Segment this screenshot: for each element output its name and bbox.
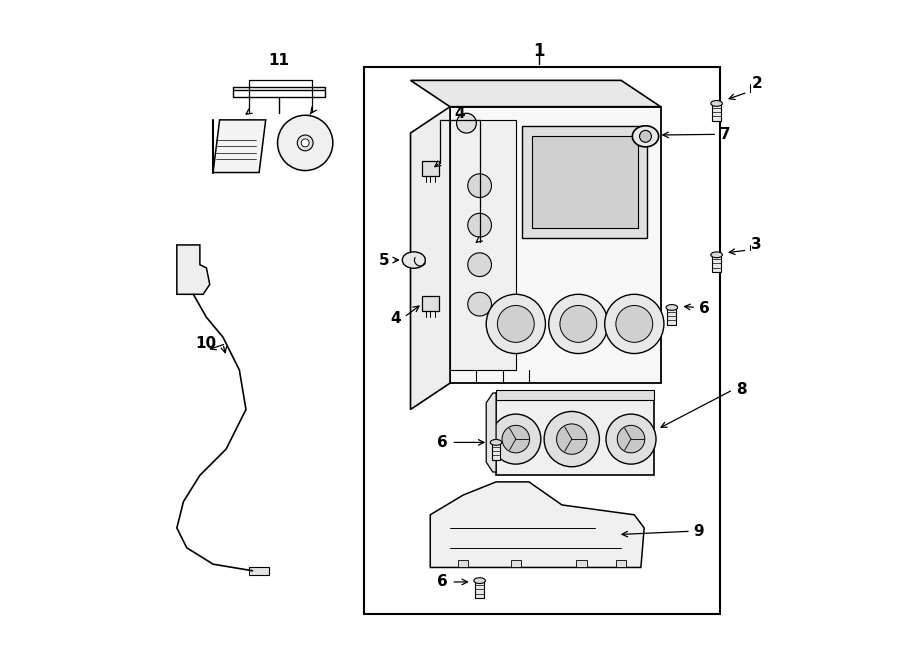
Bar (475, 580, 484, 598)
Circle shape (560, 305, 597, 342)
Text: 1: 1 (533, 42, 544, 59)
Circle shape (302, 139, 309, 147)
Polygon shape (450, 106, 661, 383)
Ellipse shape (711, 100, 723, 106)
Bar (422, 296, 439, 311)
Circle shape (502, 425, 529, 453)
Bar (364, 67, 720, 613)
Circle shape (549, 294, 608, 354)
Text: 8: 8 (736, 382, 747, 397)
Circle shape (544, 411, 599, 467)
Circle shape (491, 414, 541, 464)
Text: 4: 4 (454, 106, 465, 121)
Ellipse shape (640, 130, 652, 142)
Polygon shape (176, 245, 210, 294)
Bar (233, 91, 325, 97)
Bar (496, 393, 654, 475)
Circle shape (617, 425, 644, 453)
Text: 5: 5 (379, 253, 390, 268)
Bar (422, 161, 439, 176)
Text: 4: 4 (390, 311, 400, 326)
Bar (616, 560, 626, 567)
Polygon shape (410, 106, 450, 409)
Text: 3: 3 (752, 237, 762, 253)
Polygon shape (410, 81, 661, 106)
Circle shape (277, 115, 333, 171)
Bar (458, 560, 468, 567)
Text: 6: 6 (437, 574, 448, 590)
Circle shape (468, 292, 491, 316)
Text: 7: 7 (720, 127, 731, 142)
Polygon shape (486, 393, 496, 472)
Polygon shape (430, 482, 644, 567)
Text: 11: 11 (268, 53, 290, 68)
Polygon shape (213, 120, 266, 173)
Bar (668, 307, 676, 325)
Circle shape (498, 305, 535, 342)
Circle shape (456, 113, 476, 133)
Bar (532, 136, 637, 229)
Bar (491, 442, 500, 460)
Text: 6: 6 (437, 435, 448, 450)
Bar (712, 254, 721, 272)
Ellipse shape (633, 126, 659, 147)
Circle shape (606, 414, 656, 464)
Bar (576, 560, 587, 567)
Circle shape (297, 135, 313, 151)
Text: 6: 6 (698, 301, 709, 316)
Circle shape (556, 424, 587, 454)
Circle shape (486, 294, 545, 354)
Bar (249, 567, 269, 575)
Circle shape (468, 253, 491, 276)
Bar (712, 103, 721, 121)
Ellipse shape (491, 440, 502, 446)
Ellipse shape (666, 305, 678, 311)
Bar (522, 126, 647, 239)
Bar (496, 390, 654, 400)
Circle shape (468, 214, 491, 237)
Text: 9: 9 (694, 524, 704, 539)
Bar (510, 560, 521, 567)
Circle shape (468, 174, 491, 198)
Ellipse shape (711, 252, 723, 258)
Ellipse shape (402, 252, 426, 268)
Text: 10: 10 (195, 336, 216, 351)
Text: 2: 2 (752, 76, 762, 91)
Circle shape (616, 305, 652, 342)
Bar (450, 120, 516, 370)
Circle shape (605, 294, 664, 354)
Ellipse shape (473, 578, 485, 584)
